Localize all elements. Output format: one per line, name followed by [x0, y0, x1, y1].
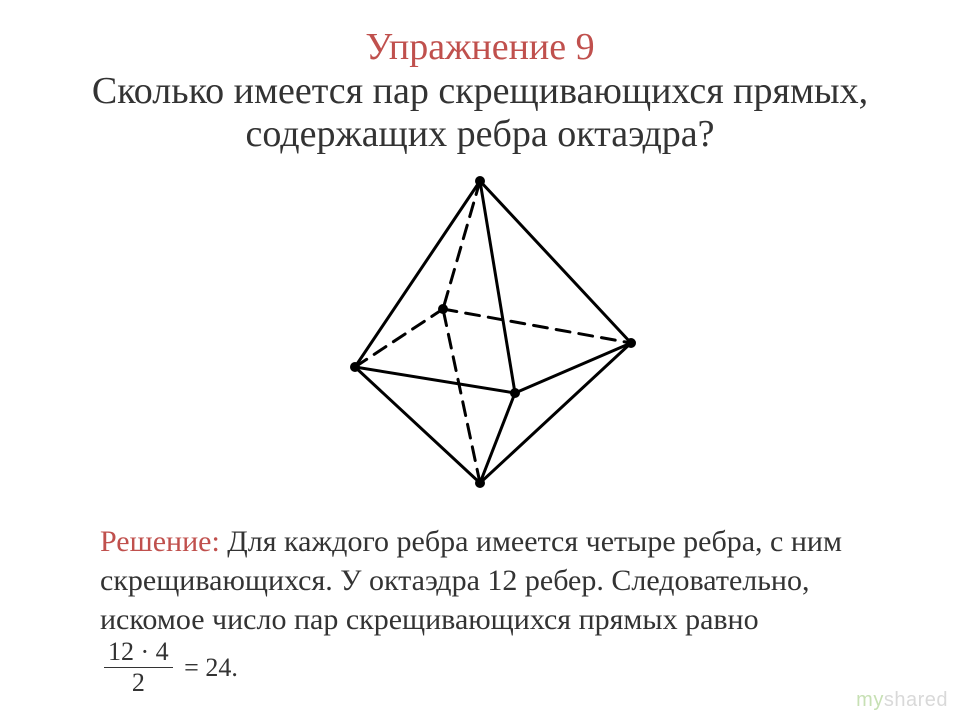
watermark: myshared — [856, 689, 948, 712]
watermark-shared: shared — [884, 689, 948, 711]
question-line-1: Сколько имеется пар скрещивающихся прямы… — [92, 70, 868, 112]
fraction-denominator: 2 — [104, 668, 173, 696]
watermark-my: my — [856, 689, 884, 711]
octahedron-figure — [60, 167, 900, 502]
slide: Упражнение 9 Сколько имеется пар скрещив… — [0, 0, 960, 720]
fraction: 12 · 4 2 — [104, 639, 173, 696]
fraction-numerator: 12 · 4 — [104, 639, 173, 668]
solution-lead: Решение: — [100, 525, 220, 558]
formula-result: = 24. — [184, 653, 238, 682]
solution-block: Решение: Для каждого ребра имеется четыр… — [100, 522, 860, 696]
exercise-number: Упражнение 9 — [365, 26, 594, 68]
slide-title: Упражнение 9 Сколько имеется пар скрещив… — [60, 26, 900, 157]
question-line-2: содержащих ребра октаэдра? — [245, 113, 714, 155]
octahedron-svg — [315, 167, 645, 497]
solution-formula: 12 · 4 2 = 24. — [104, 639, 242, 696]
